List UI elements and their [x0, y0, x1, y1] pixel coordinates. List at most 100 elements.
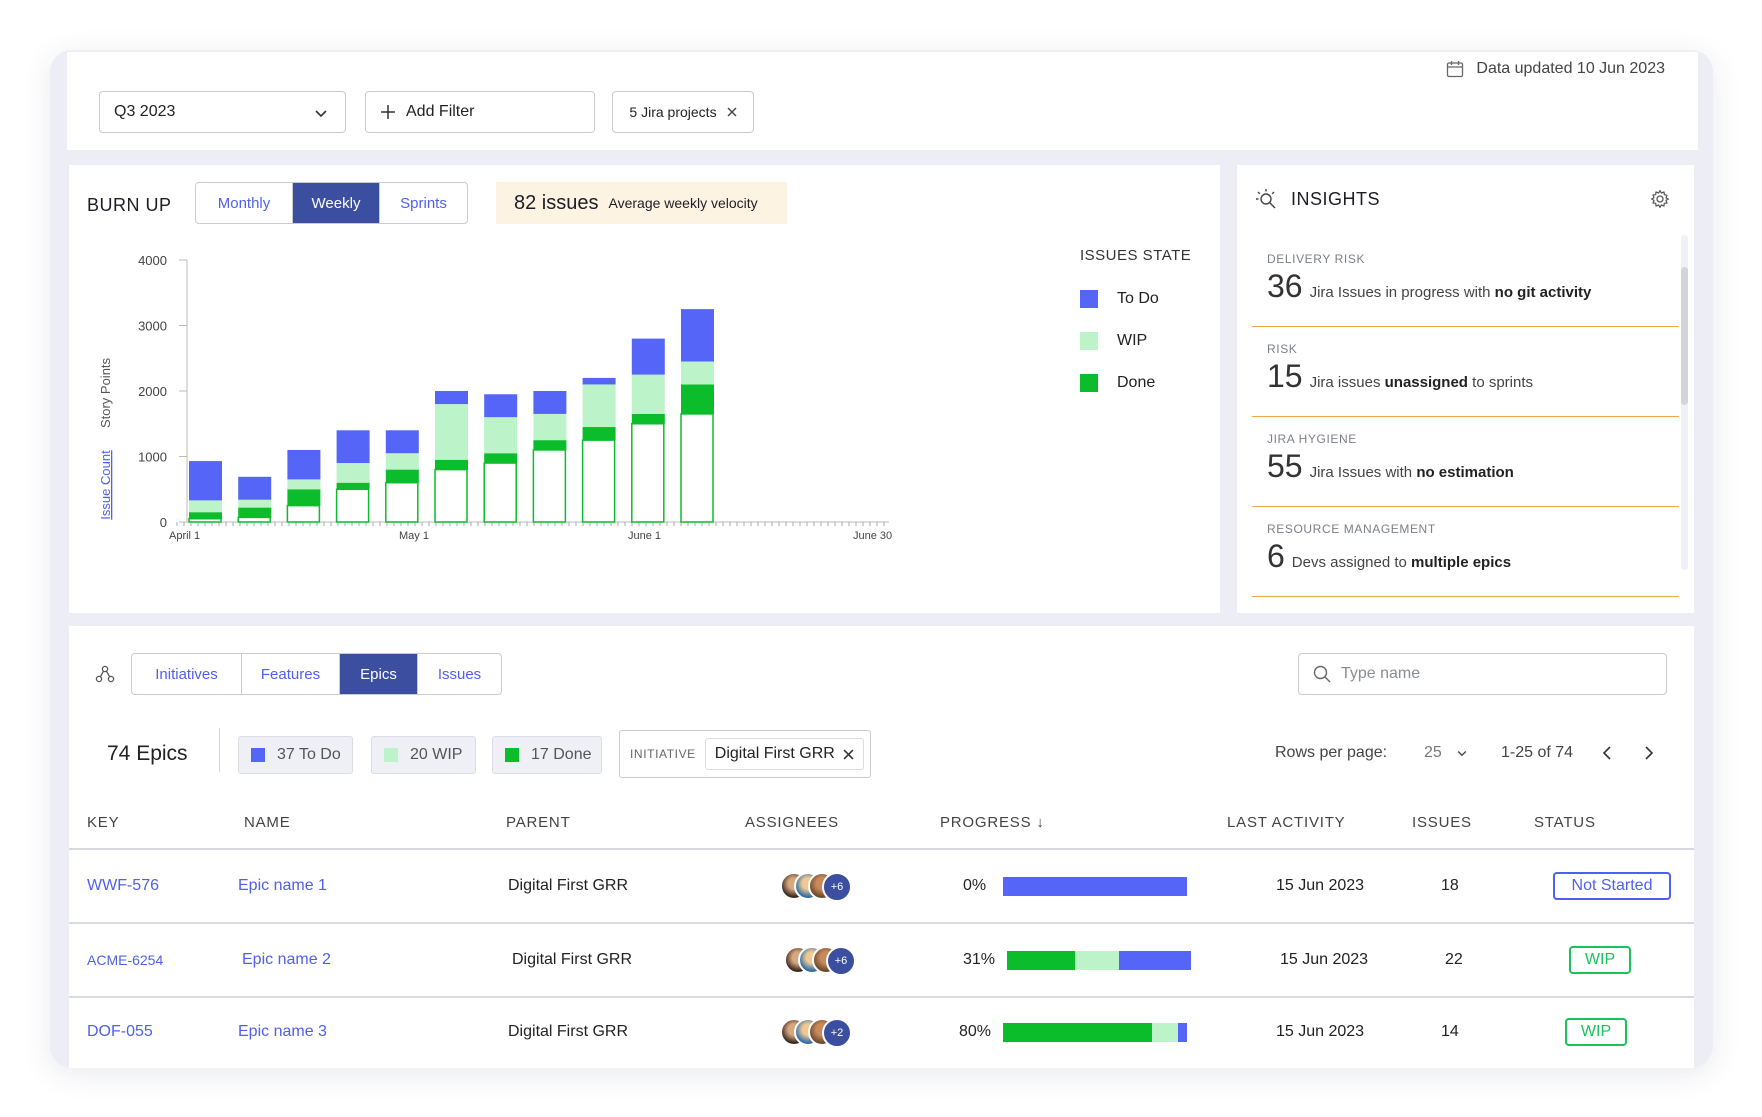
- y-tick-label: 2000: [138, 384, 167, 399]
- rows-per-page-select[interactable]: 25: [1424, 744, 1468, 762]
- insights-title: INSIGHTS: [1291, 188, 1381, 209]
- insight-category: RISK: [1267, 342, 1298, 356]
- status-badge[interactable]: Not Started: [1553, 872, 1671, 900]
- progress-todo-segment: [1003, 877, 1187, 896]
- legend-title: ISSUES STATE: [1080, 247, 1192, 264]
- tab-monthly[interactable]: Monthly: [196, 183, 293, 223]
- bar-segment: [287, 479, 321, 490]
- status-badge[interactable]: WIP: [1565, 1018, 1627, 1046]
- column-header-status[interactable]: STATUS: [1534, 814, 1596, 831]
- insight-number: 36: [1267, 268, 1303, 304]
- y-label-issue-count[interactable]: Issue Count: [98, 450, 113, 520]
- lightbulb-search-icon: [1256, 189, 1276, 209]
- period-select[interactable]: Q3 2023: [99, 91, 346, 133]
- insights-scrollbar-thumb[interactable]: [1681, 267, 1688, 405]
- column-header-progress[interactable]: PROGRESS ↓: [940, 814, 1045, 831]
- bar-segment: [385, 481, 419, 523]
- bar-segment: [336, 463, 370, 483]
- last-activity: 15 Jun 2023: [1280, 951, 1369, 968]
- table-row[interactable]: DOF-055 Epic name 3 Digital First GRR +2…: [69, 996, 1694, 1068]
- row-divider: [69, 922, 1694, 924]
- insight-delivery-risk[interactable]: DELIVERY RISK 36 Jira Issues in progress…: [1252, 237, 1679, 327]
- column-header-issues[interactable]: ISSUES: [1412, 814, 1472, 831]
- projects-filter-chip[interactable]: 5 Jira projects: [612, 91, 754, 133]
- column-header-parent[interactable]: PARENT: [506, 814, 571, 831]
- tab-features[interactable]: Features: [242, 654, 340, 694]
- tab-issues[interactable]: Issues: [437, 665, 482, 683]
- projects-chip-label: 5 Jira projects: [629, 104, 717, 120]
- column-header-key[interactable]: KEY: [87, 814, 120, 831]
- stat-todo-label: 37 To Do: [277, 746, 341, 763]
- assignee-avatars[interactable]: +6: [780, 872, 860, 902]
- chevron-down-icon: [1457, 751, 1467, 757]
- column-header-assignees[interactable]: ASSIGNEES: [745, 814, 839, 831]
- row-divider: [69, 996, 1694, 998]
- stat-done-chip[interactable]: 17 Done: [492, 736, 602, 774]
- epic-parent: Digital First GRR: [508, 1023, 629, 1040]
- progress-bar: [1003, 877, 1187, 896]
- epic-name-link[interactable]: Epic name 2: [242, 951, 331, 968]
- bar-segment: [582, 377, 616, 385]
- stat-wip-chip[interactable]: 20 WIP: [371, 736, 476, 774]
- insight-category: RESOURCE MANAGEMENT: [1267, 522, 1436, 536]
- next-page-button[interactable]: [1640, 744, 1658, 762]
- bar-segment: [631, 423, 665, 523]
- insight-jira-hygiene[interactable]: JIRA HYGIENE 55 Jira Issues with no esti…: [1252, 417, 1679, 507]
- epic-key-link[interactable]: ACME-6254: [87, 952, 164, 968]
- stat-swatch-wip: [384, 748, 398, 762]
- insight-text: Jira Issues in progress with: [1309, 284, 1491, 301]
- prev-page-button[interactable]: [1598, 744, 1616, 762]
- progress-done-segment: [1007, 951, 1076, 970]
- tab-initiatives[interactable]: Initiatives: [132, 654, 242, 694]
- tab-epics[interactable]: Epics: [340, 654, 418, 694]
- epic-name-link[interactable]: Epic name 3: [238, 1023, 327, 1040]
- insight-resource-management[interactable]: RESOURCE MANAGEMENT 6 Devs assigned to m…: [1252, 507, 1679, 597]
- burnup-panel: BURN UP Monthly Weekly Sprints 82 issues…: [69, 165, 1220, 613]
- insight-text-bold: unassigned: [1384, 374, 1468, 391]
- bar-segment: [582, 384, 616, 428]
- epic-name-link[interactable]: Epic name 1: [238, 877, 327, 894]
- close-icon[interactable]: [727, 107, 737, 117]
- legend-label-todo: To Do: [1117, 290, 1159, 307]
- epic-key-link[interactable]: WWF-576: [87, 877, 159, 894]
- more-assignees-badge: +2: [822, 1018, 852, 1048]
- burnup-chart: Story Points Issue Count 0 1000 2000 3000 40…: [98, 253, 892, 542]
- gear-icon[interactable]: [1650, 189, 1670, 209]
- insight-risk[interactable]: RISK 15 Jira issues unassigned to sprint…: [1252, 327, 1679, 417]
- bar-segment: [434, 468, 468, 523]
- bar-segment: [238, 507, 272, 518]
- column-header-name[interactable]: NAME: [244, 814, 291, 831]
- tab-weekly[interactable]: Weekly: [293, 183, 380, 223]
- bar-segment: [435, 459, 468, 470]
- status-badge[interactable]: WIP: [1569, 946, 1631, 974]
- insight-number: 6: [1267, 538, 1285, 574]
- data-updated: Data updated 10 Jun 2023: [1446, 60, 1665, 78]
- stat-todo-chip[interactable]: 37 To Do: [238, 736, 353, 774]
- hierarchy-icon[interactable]: [95, 664, 115, 684]
- assignee-avatars[interactable]: +2: [780, 1018, 860, 1048]
- burnup-period-tabs: Monthly Weekly Sprints: [195, 182, 468, 224]
- epic-key-link[interactable]: DOF-055: [87, 1023, 153, 1040]
- calendar-icon: [1447, 61, 1464, 78]
- column-header-last-activity[interactable]: LAST ACTIVITY: [1227, 814, 1346, 831]
- x-tick-label: June 30: [853, 530, 892, 542]
- search-input[interactable]: Type name: [1298, 653, 1667, 695]
- tab-sprints[interactable]: Sprints: [400, 194, 447, 212]
- initiative-chip[interactable]: Digital First GRR: [704, 738, 864, 770]
- issue-count: 18: [1441, 877, 1459, 894]
- table-row[interactable]: ACME-6254 Epic name 2 Digital First GRR …: [69, 924, 1694, 996]
- close-icon[interactable]: [843, 749, 854, 760]
- epic-count: 74 Epics: [107, 742, 188, 765]
- bar-segment: [287, 489, 321, 506]
- divider: [219, 728, 220, 772]
- bar-segment: [533, 413, 567, 441]
- table-row[interactable]: WWF-576 Epic name 1 Digital First GRR +6…: [69, 850, 1694, 922]
- insight-text-bold: no estimation: [1416, 464, 1514, 481]
- assignee-avatars[interactable]: +6: [784, 946, 864, 976]
- legend-item-wip: WIP: [1080, 320, 1191, 362]
- add-filter-button[interactable]: Add Filter: [365, 91, 595, 133]
- chevron-left-icon: [1602, 746, 1611, 760]
- bar-segment: [336, 482, 370, 490]
- progress-percent: 0%: [963, 877, 987, 894]
- insight-number: 15: [1267, 358, 1303, 394]
